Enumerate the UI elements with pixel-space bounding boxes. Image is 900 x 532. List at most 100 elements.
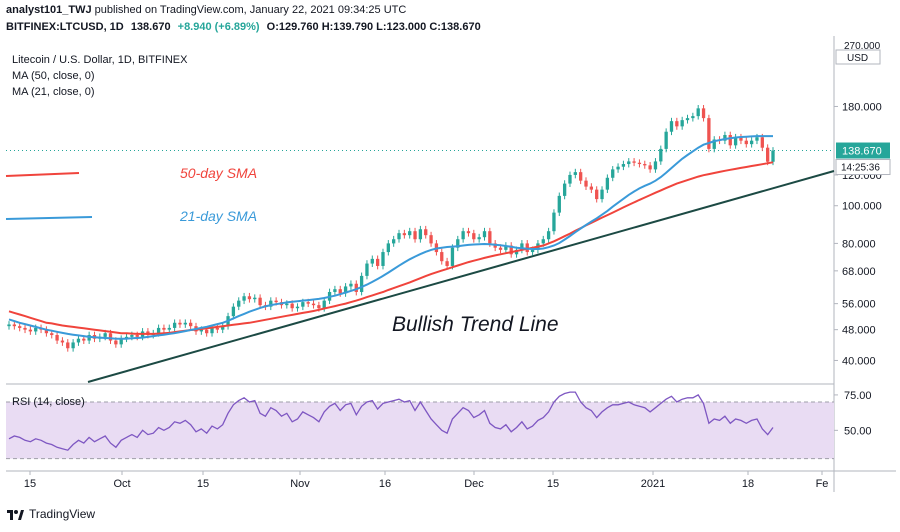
candle-body[interactable] bbox=[739, 137, 743, 141]
candle-body[interactable] bbox=[285, 303, 289, 306]
candle-body[interactable] bbox=[498, 247, 503, 250]
rsi-line[interactable] bbox=[8, 391, 774, 451]
candle-body[interactable] bbox=[311, 303, 316, 306]
candle-body[interactable] bbox=[28, 329, 33, 332]
candle-body[interactable] bbox=[205, 329, 209, 334]
candle-body[interactable] bbox=[413, 231, 417, 240]
candle-body[interactable] bbox=[701, 108, 706, 119]
candle-body[interactable] bbox=[354, 283, 358, 292]
candle-body[interactable] bbox=[482, 231, 487, 238]
candle-body[interactable] bbox=[456, 239, 460, 248]
candle-body[interactable] bbox=[766, 147, 770, 162]
candle-body[interactable] bbox=[301, 302, 305, 307]
candle-body[interactable] bbox=[589, 186, 594, 190]
candle-body[interactable] bbox=[771, 150, 775, 162]
candle-body[interactable] bbox=[466, 231, 471, 234]
candle-body[interactable] bbox=[114, 340, 118, 345]
candle-body[interactable] bbox=[579, 172, 583, 181]
candle-body[interactable] bbox=[392, 239, 396, 244]
candle-body[interactable] bbox=[119, 338, 123, 345]
candle-body[interactable] bbox=[541, 239, 545, 244]
candle-body[interactable] bbox=[306, 302, 310, 304]
candle-body[interactable] bbox=[7, 324, 11, 327]
bullish-trend-line[interactable] bbox=[87, 170, 835, 383]
candle-body[interactable] bbox=[253, 297, 257, 300]
candle-body[interactable] bbox=[595, 189, 599, 200]
candle-body[interactable] bbox=[530, 249, 535, 253]
candle-body[interactable] bbox=[450, 247, 455, 266]
candle-body[interactable] bbox=[34, 327, 38, 332]
candle-body[interactable] bbox=[18, 326, 22, 328]
legend-ma21[interactable]: MA (21, close, 0) bbox=[12, 86, 95, 98]
candle-body[interactable] bbox=[167, 327, 171, 330]
candle-body[interactable] bbox=[611, 169, 615, 178]
candle-body[interactable] bbox=[162, 327, 166, 330]
candle-body[interactable] bbox=[733, 137, 738, 146]
candle-body[interactable] bbox=[552, 212, 556, 232]
candle-body[interactable] bbox=[210, 327, 214, 334]
candle-body[interactable] bbox=[472, 233, 476, 240]
legend-ma50[interactable]: MA (50, close, 0) bbox=[12, 70, 95, 82]
candle-body[interactable] bbox=[707, 118, 711, 149]
candle-body[interactable] bbox=[338, 289, 342, 294]
candle-body[interactable] bbox=[744, 140, 748, 145]
candle-body[interactable] bbox=[242, 296, 246, 301]
candle-body[interactable] bbox=[418, 229, 423, 240]
candle-body[interactable] bbox=[696, 108, 700, 117]
candle-body[interactable] bbox=[269, 300, 273, 307]
candle-body[interactable] bbox=[675, 121, 679, 127]
candle-body[interactable] bbox=[237, 300, 241, 307]
candle-body[interactable] bbox=[669, 121, 674, 132]
candle-body[interactable] bbox=[50, 333, 54, 336]
tradingview-watermark[interactable]: TradingView bbox=[6, 506, 95, 522]
candle-body[interactable] bbox=[359, 275, 364, 292]
candle-body[interactable] bbox=[317, 305, 321, 309]
candle-body[interactable] bbox=[621, 164, 626, 167]
candle-body[interactable] bbox=[381, 252, 385, 266]
candle-body[interactable] bbox=[424, 229, 428, 236]
candle-body[interactable] bbox=[135, 335, 139, 337]
candle-body[interactable] bbox=[108, 333, 113, 341]
candle-body[interactable] bbox=[231, 306, 236, 317]
author-name[interactable]: analyst101_TWJ bbox=[6, 4, 92, 16]
candle-body[interactable] bbox=[215, 327, 220, 330]
candle-body[interactable] bbox=[504, 245, 508, 250]
candle-body[interactable] bbox=[749, 140, 754, 145]
candle-body[interactable] bbox=[156, 327, 161, 334]
candle-body[interactable] bbox=[76, 338, 81, 343]
candle-body[interactable] bbox=[397, 233, 401, 240]
candle-body[interactable] bbox=[461, 231, 465, 240]
candle-body[interactable] bbox=[55, 335, 59, 341]
candle-body[interactable] bbox=[322, 300, 326, 309]
candle-body[interactable] bbox=[514, 249, 519, 255]
candle-body[interactable] bbox=[295, 306, 300, 309]
candle-body[interactable] bbox=[680, 120, 684, 127]
candle-body[interactable] bbox=[440, 252, 444, 262]
candle-body[interactable] bbox=[343, 286, 348, 294]
candle-body[interactable] bbox=[370, 258, 374, 264]
candle-body[interactable] bbox=[172, 322, 177, 328]
ma50-line[interactable] bbox=[8, 161, 774, 335]
candle-body[interactable] bbox=[103, 333, 107, 337]
candle-body[interactable] bbox=[760, 137, 764, 148]
candle-body[interactable] bbox=[509, 245, 513, 255]
candle-body[interactable] bbox=[525, 243, 529, 253]
candle-body[interactable] bbox=[365, 263, 369, 276]
candle-body[interactable] bbox=[664, 131, 668, 149]
candle-body[interactable] bbox=[584, 180, 588, 187]
currency-box[interactable] bbox=[835, 49, 881, 65]
candle-body[interactable] bbox=[600, 189, 604, 200]
candle-body[interactable] bbox=[274, 300, 278, 303]
candle-body[interactable] bbox=[685, 118, 690, 121]
candle-body[interactable] bbox=[627, 161, 631, 165]
candle-body[interactable] bbox=[66, 342, 70, 349]
candle-body[interactable] bbox=[637, 162, 642, 165]
candle-body[interactable] bbox=[247, 296, 252, 300]
candle-body[interactable] bbox=[60, 340, 65, 343]
candle-body[interactable] bbox=[290, 303, 294, 309]
candle-body[interactable] bbox=[258, 297, 262, 306]
candle-body[interactable] bbox=[557, 195, 561, 213]
candle-body[interactable] bbox=[375, 258, 380, 266]
candle-body[interactable] bbox=[632, 161, 636, 163]
